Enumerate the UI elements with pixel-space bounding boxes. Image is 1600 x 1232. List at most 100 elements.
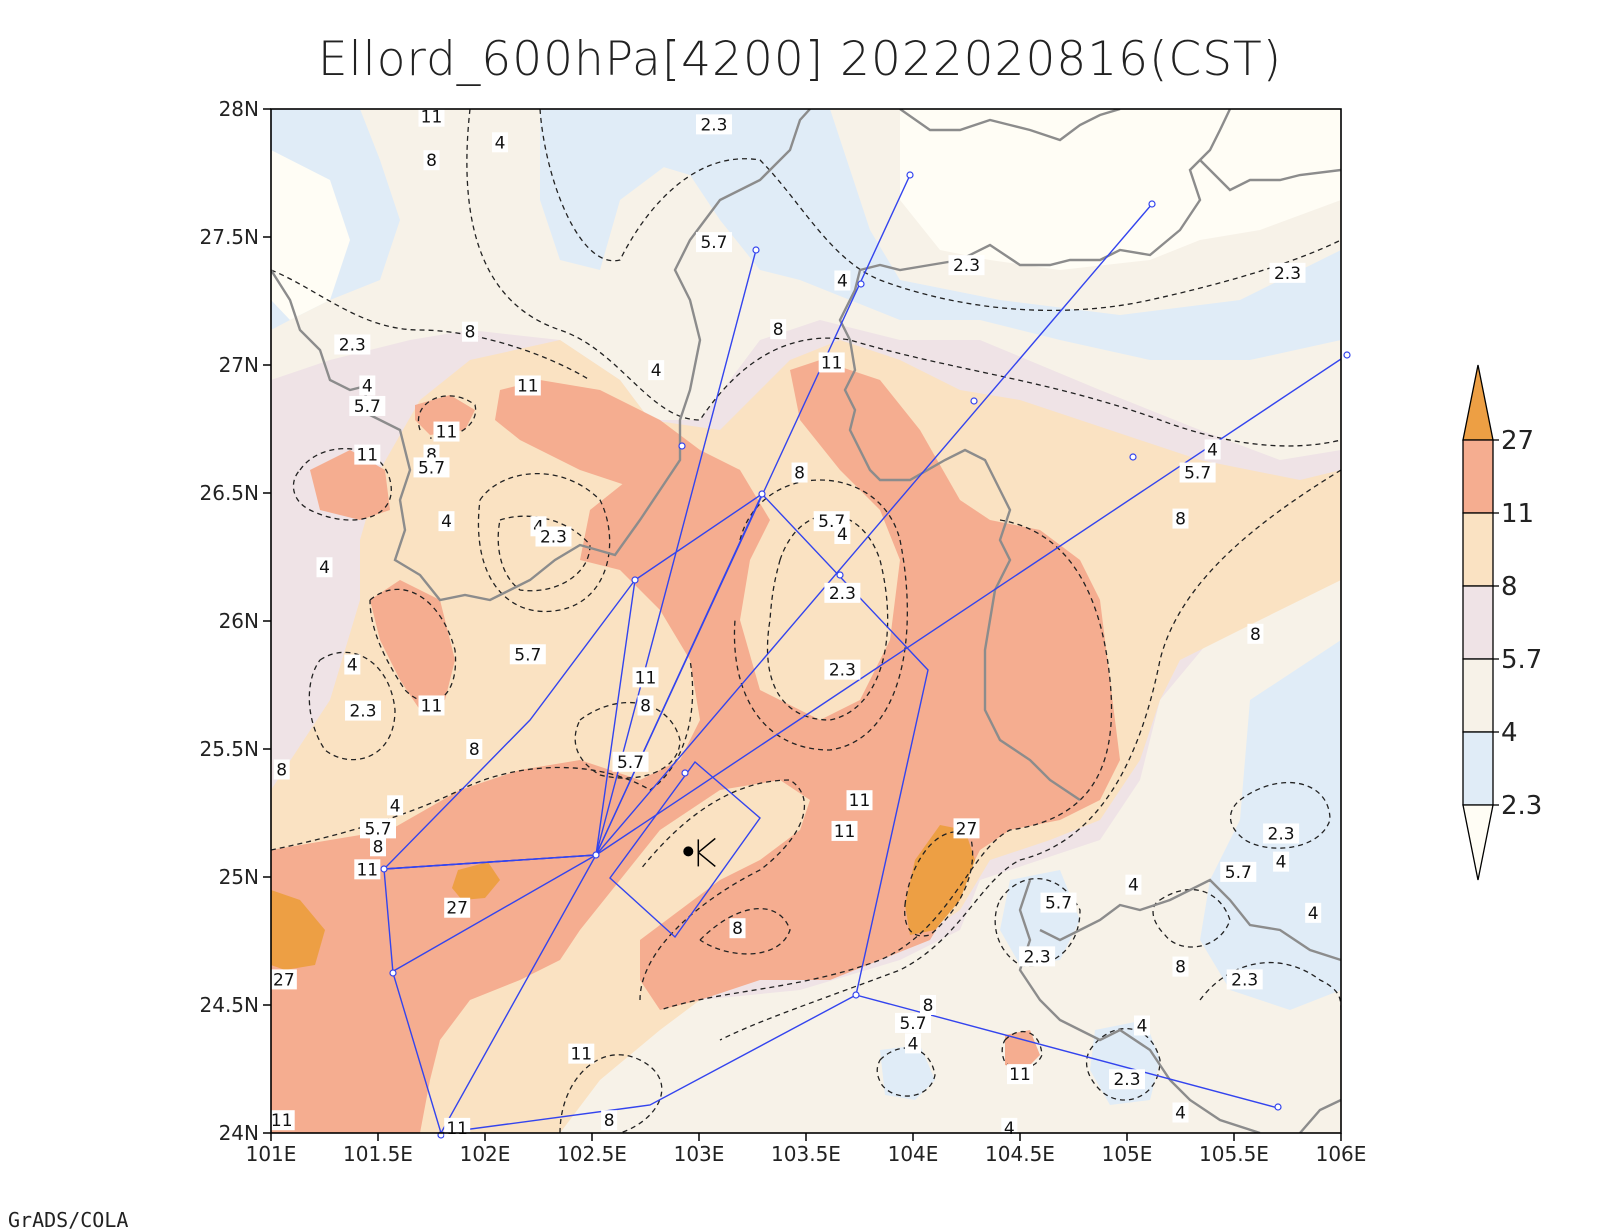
contour-label-bg xyxy=(919,995,936,1015)
trajectory-node xyxy=(1274,1103,1282,1111)
contour-label-text: 2.3 xyxy=(1268,824,1295,844)
y-tick-label: 25.5N xyxy=(200,737,260,761)
field-blue-s xyxy=(880,1045,935,1100)
contour-label-bg xyxy=(1247,623,1264,644)
y-tick-label: 25N xyxy=(219,865,259,889)
contour-label: 5.7 xyxy=(509,644,546,665)
contour-label-bg xyxy=(824,659,861,680)
contour-label-text: 27 xyxy=(956,819,978,839)
contour-label-bg xyxy=(846,790,873,811)
x-tick-label: 105E xyxy=(1102,1142,1153,1166)
trajectory-node xyxy=(380,865,388,873)
contour-label-text: 11 xyxy=(834,822,856,842)
contour-label-bg xyxy=(1040,892,1077,913)
contour-label: 11 xyxy=(354,859,381,880)
contour-label-text: 2.3 xyxy=(540,528,567,548)
contour-label: 2.3 xyxy=(824,659,861,681)
contour-label-bg xyxy=(1007,1064,1033,1085)
contour-label-bg xyxy=(418,106,445,127)
x-tick-label: 104E xyxy=(888,1142,939,1166)
contour-label-text: 8 xyxy=(794,464,805,484)
contour-label-bg xyxy=(612,751,649,772)
contour-label-bg xyxy=(514,375,541,396)
boundary-line-5 xyxy=(1199,159,1341,192)
contour-label-text: 4 xyxy=(1308,904,1319,924)
contour-label-text: 4 xyxy=(1004,1119,1015,1139)
contour-label-text: 4 xyxy=(1175,1104,1186,1124)
contour-label: 8 xyxy=(770,319,787,340)
contour-label-bg xyxy=(1269,262,1306,283)
contour-label-bg xyxy=(770,319,787,340)
colorbar-segment xyxy=(1462,439,1494,514)
contour-label: 4 xyxy=(1204,439,1221,460)
contour-label-text: 11 xyxy=(421,696,443,716)
colorbar-bottom-triangle xyxy=(1462,804,1494,881)
field-salmon-nw2 xyxy=(415,395,475,435)
contour-label: 8 xyxy=(462,321,479,343)
x-tick-label: 102.5E xyxy=(557,1142,627,1166)
contour-label: 4 xyxy=(648,360,665,381)
contour-label: 8 xyxy=(637,695,654,716)
contour-label-text: 4 xyxy=(495,133,506,153)
contour-label-text: 4 xyxy=(651,361,662,381)
contour-label-text: 11 xyxy=(517,376,539,396)
field-blue-north xyxy=(540,109,1341,360)
contour-label-bg xyxy=(418,695,445,716)
contour-label-text: 11 xyxy=(570,1045,592,1065)
contour-label-bg xyxy=(359,375,376,396)
contour-label: 5.7 xyxy=(895,1012,931,1034)
contour-label-bg xyxy=(466,739,483,759)
contour-label: 11 xyxy=(514,375,541,396)
trajectory-node xyxy=(631,576,639,584)
trajectory-node xyxy=(681,769,689,777)
contour-label-text: 5.7 xyxy=(354,397,381,417)
trajectory-node xyxy=(1343,351,1351,359)
contour-label-bg xyxy=(413,457,450,478)
colorbar-label: 4 xyxy=(1501,718,1518,748)
contour-label-bg xyxy=(491,132,508,153)
contour-label-bg xyxy=(438,511,455,532)
contour-label-text: 8 xyxy=(640,696,651,716)
contour-label-text: 11 xyxy=(821,353,843,373)
contour-label: 2.3 xyxy=(824,582,861,604)
field-salmon-w xyxy=(370,580,455,710)
contour-label-text: 4 xyxy=(837,272,848,292)
contour-label-text: 8 xyxy=(604,1111,615,1131)
contour-line-c xyxy=(271,269,591,381)
contour-line-x xyxy=(369,588,457,703)
trajectory-node xyxy=(852,991,860,999)
contour-label-bg xyxy=(824,582,861,603)
contour-label-bg xyxy=(695,232,732,253)
contour-label: 2.3 xyxy=(948,255,985,276)
contour-label-text: 5.7 xyxy=(1045,894,1072,914)
contour-label-bg xyxy=(387,795,404,816)
contour-line-s xyxy=(994,877,1081,967)
contour-line-o xyxy=(659,519,1113,1011)
contour-label-bg xyxy=(334,334,371,355)
contour-label-bg xyxy=(1125,874,1142,895)
trajectory-node xyxy=(758,490,766,498)
boundary-line-8 xyxy=(1299,1098,1341,1133)
contour-line-y xyxy=(1199,961,1341,1011)
contour-lines xyxy=(271,109,1341,1133)
x-tick-label: 106E xyxy=(1316,1142,1367,1166)
trajectory-node xyxy=(906,171,914,179)
contour-line-t xyxy=(1085,1027,1161,1101)
contour-label-text: 4 xyxy=(390,796,401,816)
contour-label-bg xyxy=(268,1110,295,1131)
contour-label-bg xyxy=(349,395,386,416)
y-tick-label: 26N xyxy=(219,609,259,633)
contour-label-text: 4 xyxy=(347,656,358,676)
contour-label: 11 xyxy=(831,820,858,842)
trajectory-node xyxy=(836,571,844,579)
field-salmon-se xyxy=(1005,1030,1040,1070)
contour-label: 4 xyxy=(1172,1102,1189,1124)
contour-label: 2.3 xyxy=(535,526,572,548)
contour-label-text: 8 xyxy=(773,320,784,340)
colorbar-segment xyxy=(1462,731,1494,806)
y-tick-label: 24.5N xyxy=(200,993,260,1017)
contour-label: 8 xyxy=(919,995,936,1016)
contour-label: 8 xyxy=(1172,956,1189,978)
contour-label-text: 4 xyxy=(1207,440,1218,460)
colorbar-label: 2.3 xyxy=(1501,791,1542,821)
